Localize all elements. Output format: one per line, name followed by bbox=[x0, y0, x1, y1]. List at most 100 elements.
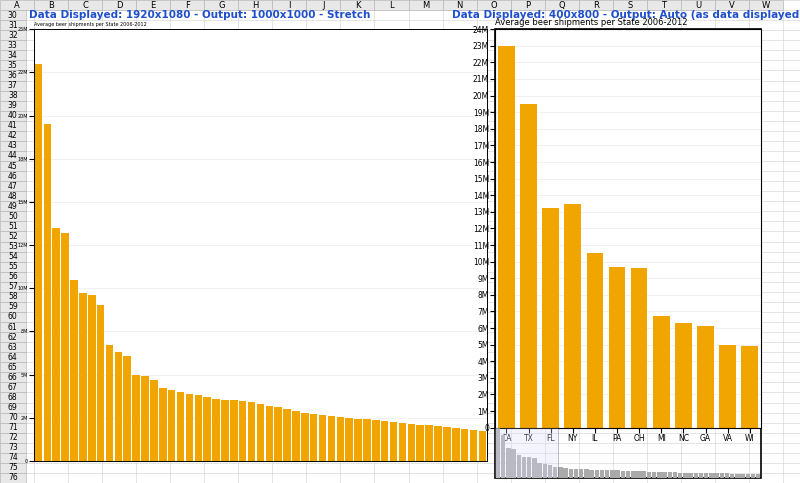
Text: 62: 62 bbox=[8, 333, 18, 341]
Bar bbox=[0, 312, 26, 322]
Text: 59: 59 bbox=[8, 302, 18, 312]
Bar bbox=[398, 423, 406, 461]
Bar bbox=[461, 429, 468, 461]
Bar bbox=[0, 131, 26, 141]
Bar bbox=[310, 414, 318, 461]
Bar bbox=[0, 60, 26, 71]
Text: 67: 67 bbox=[8, 383, 18, 392]
Bar bbox=[542, 209, 559, 427]
Bar bbox=[741, 474, 745, 478]
Bar bbox=[498, 46, 514, 427]
Bar bbox=[0, 352, 26, 362]
Bar bbox=[0, 383, 26, 392]
Bar bbox=[346, 418, 353, 461]
Bar bbox=[0, 271, 26, 282]
Text: 55: 55 bbox=[8, 262, 18, 271]
Text: W: W bbox=[762, 0, 770, 10]
Bar bbox=[511, 449, 516, 478]
Bar bbox=[613, 0, 647, 10]
Bar bbox=[409, 0, 442, 10]
Bar bbox=[442, 0, 477, 10]
Bar bbox=[0, 191, 26, 201]
Bar bbox=[735, 474, 740, 478]
Text: 52: 52 bbox=[8, 232, 18, 241]
Text: 60: 60 bbox=[8, 313, 18, 322]
Text: 58: 58 bbox=[8, 292, 18, 301]
Bar bbox=[590, 469, 594, 478]
Text: 53: 53 bbox=[8, 242, 18, 251]
Bar bbox=[631, 268, 647, 427]
Text: Q: Q bbox=[558, 0, 565, 10]
Text: 50: 50 bbox=[8, 212, 18, 221]
Bar bbox=[0, 473, 26, 483]
Bar bbox=[417, 425, 424, 461]
Bar bbox=[0, 252, 26, 262]
Bar bbox=[506, 448, 510, 478]
Text: 42: 42 bbox=[8, 131, 18, 141]
Text: Average beer shipments per State 2006-2012: Average beer shipments per State 2006-20… bbox=[34, 22, 146, 28]
Bar bbox=[756, 474, 761, 478]
Text: J: J bbox=[322, 0, 325, 10]
Bar bbox=[520, 104, 537, 427]
Text: 37: 37 bbox=[8, 81, 18, 90]
Bar bbox=[667, 472, 672, 478]
Bar bbox=[584, 469, 589, 478]
Text: 64: 64 bbox=[8, 353, 18, 362]
Bar bbox=[510, 0, 545, 10]
Bar bbox=[558, 467, 562, 478]
Text: 32: 32 bbox=[8, 31, 18, 40]
Text: A: A bbox=[14, 0, 20, 10]
Text: 38: 38 bbox=[8, 91, 18, 100]
Bar bbox=[194, 395, 202, 461]
Bar bbox=[569, 469, 573, 478]
Bar bbox=[292, 411, 300, 461]
Text: 57: 57 bbox=[8, 282, 18, 291]
Bar bbox=[306, 0, 341, 10]
Bar bbox=[0, 181, 26, 191]
Bar bbox=[274, 407, 282, 461]
Bar bbox=[337, 417, 344, 461]
Bar bbox=[0, 111, 26, 121]
Bar bbox=[372, 420, 380, 461]
Bar bbox=[266, 406, 273, 461]
Bar bbox=[678, 472, 682, 478]
Text: 34: 34 bbox=[8, 51, 18, 60]
Bar bbox=[106, 345, 114, 461]
Text: H: H bbox=[252, 0, 258, 10]
Bar bbox=[0, 151, 26, 161]
Text: 76: 76 bbox=[8, 473, 18, 483]
Bar bbox=[0, 282, 26, 292]
Text: 48: 48 bbox=[8, 192, 18, 201]
Bar bbox=[0, 332, 26, 342]
Bar bbox=[301, 412, 309, 461]
Bar bbox=[203, 397, 211, 461]
Bar bbox=[0, 433, 26, 443]
Bar bbox=[434, 426, 442, 461]
Bar bbox=[478, 431, 486, 461]
Bar bbox=[626, 471, 630, 478]
Text: G: G bbox=[218, 0, 225, 10]
Text: 43: 43 bbox=[8, 142, 18, 150]
Bar bbox=[0, 362, 26, 372]
Bar bbox=[631, 471, 635, 478]
Bar bbox=[230, 400, 238, 461]
Text: Average beer shipments per State 2006-2012: Average beer shipments per State 2006-20… bbox=[495, 18, 688, 27]
Text: 47: 47 bbox=[8, 182, 18, 191]
Bar bbox=[53, 228, 60, 461]
Bar bbox=[0, 242, 26, 252]
Bar bbox=[452, 428, 459, 461]
Bar bbox=[646, 471, 651, 478]
Bar bbox=[0, 40, 26, 50]
Bar bbox=[150, 380, 158, 461]
Bar bbox=[742, 346, 758, 427]
Bar bbox=[0, 412, 26, 423]
Bar bbox=[751, 474, 755, 478]
Bar bbox=[0, 171, 26, 181]
Text: 69: 69 bbox=[8, 403, 18, 412]
Bar bbox=[517, 455, 521, 478]
Text: 45: 45 bbox=[8, 161, 18, 170]
Text: 33: 33 bbox=[8, 41, 18, 50]
Bar bbox=[0, 221, 26, 231]
Text: 39: 39 bbox=[8, 101, 18, 110]
Bar bbox=[328, 416, 335, 461]
